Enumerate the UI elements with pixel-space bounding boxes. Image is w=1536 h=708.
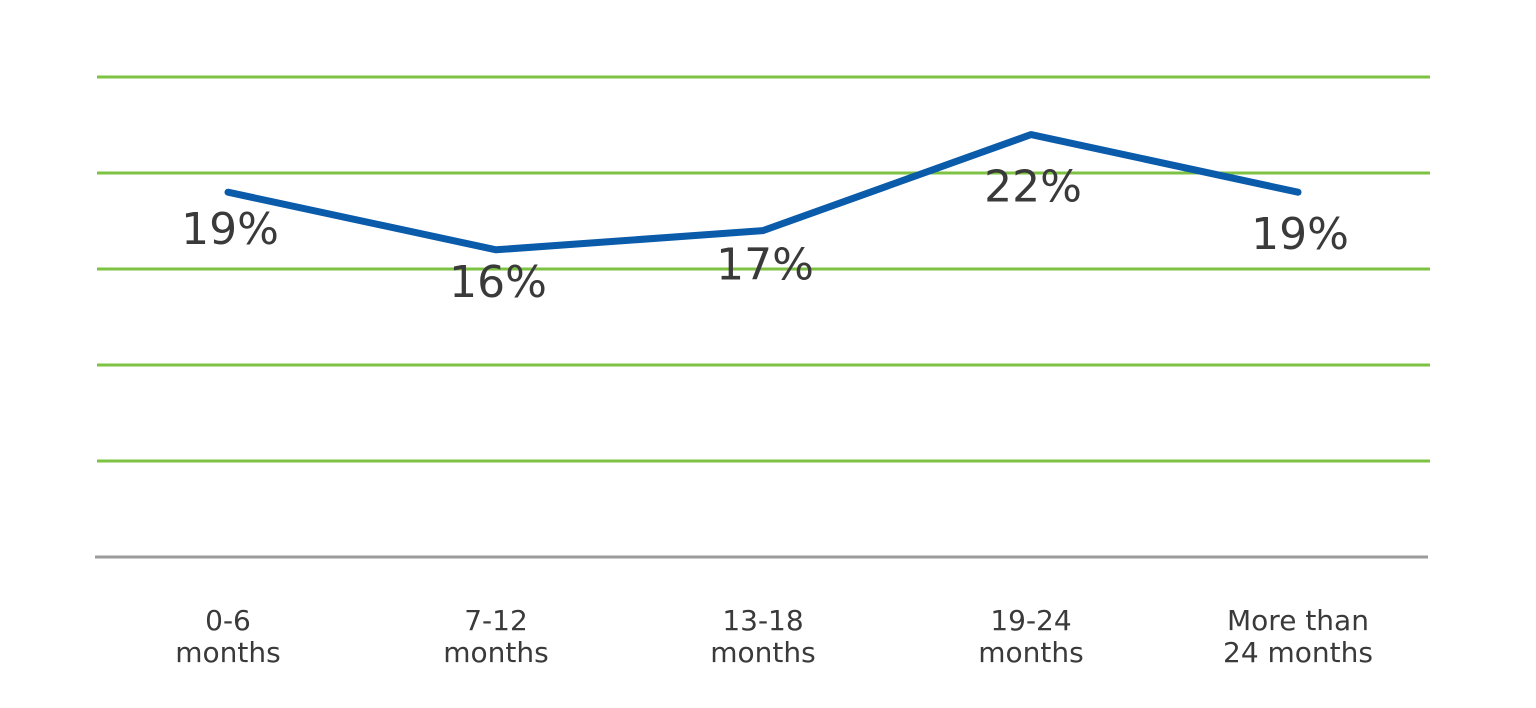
x-tick-line: months bbox=[710, 636, 815, 669]
x-tick-line: months bbox=[443, 636, 548, 669]
x-tick-label: 7-12 months bbox=[443, 604, 548, 669]
x-tick-line: 24 months bbox=[1223, 636, 1373, 669]
data-label: 19% bbox=[181, 204, 279, 255]
x-tick-line: 0-6 bbox=[205, 604, 251, 637]
data-label: 17% bbox=[716, 240, 814, 291]
data-label: 16% bbox=[449, 257, 547, 308]
data-label: 22% bbox=[984, 162, 1082, 213]
data-label: 19% bbox=[1251, 209, 1349, 260]
x-tick-line: months bbox=[978, 636, 1083, 669]
data-labels: 19% 16% 17% 22% 19% bbox=[181, 162, 1349, 308]
x-tick-line: 7-12 bbox=[464, 604, 528, 637]
x-tick-label: 13-18 months bbox=[710, 604, 815, 669]
x-tick-line: 19-24 bbox=[990, 604, 1071, 637]
series-line bbox=[224, 131, 1302, 254]
x-tick-label: 0-6 months bbox=[175, 604, 280, 669]
x-tick-label: More than 24 months bbox=[1223, 604, 1373, 669]
x-tick-line: More than bbox=[1227, 604, 1369, 637]
x-tick-label: 19-24 months bbox=[978, 604, 1083, 669]
x-tick-line: months bbox=[175, 636, 280, 669]
x-tick-line: 13-18 bbox=[722, 604, 803, 637]
series-layer bbox=[224, 131, 1302, 254]
